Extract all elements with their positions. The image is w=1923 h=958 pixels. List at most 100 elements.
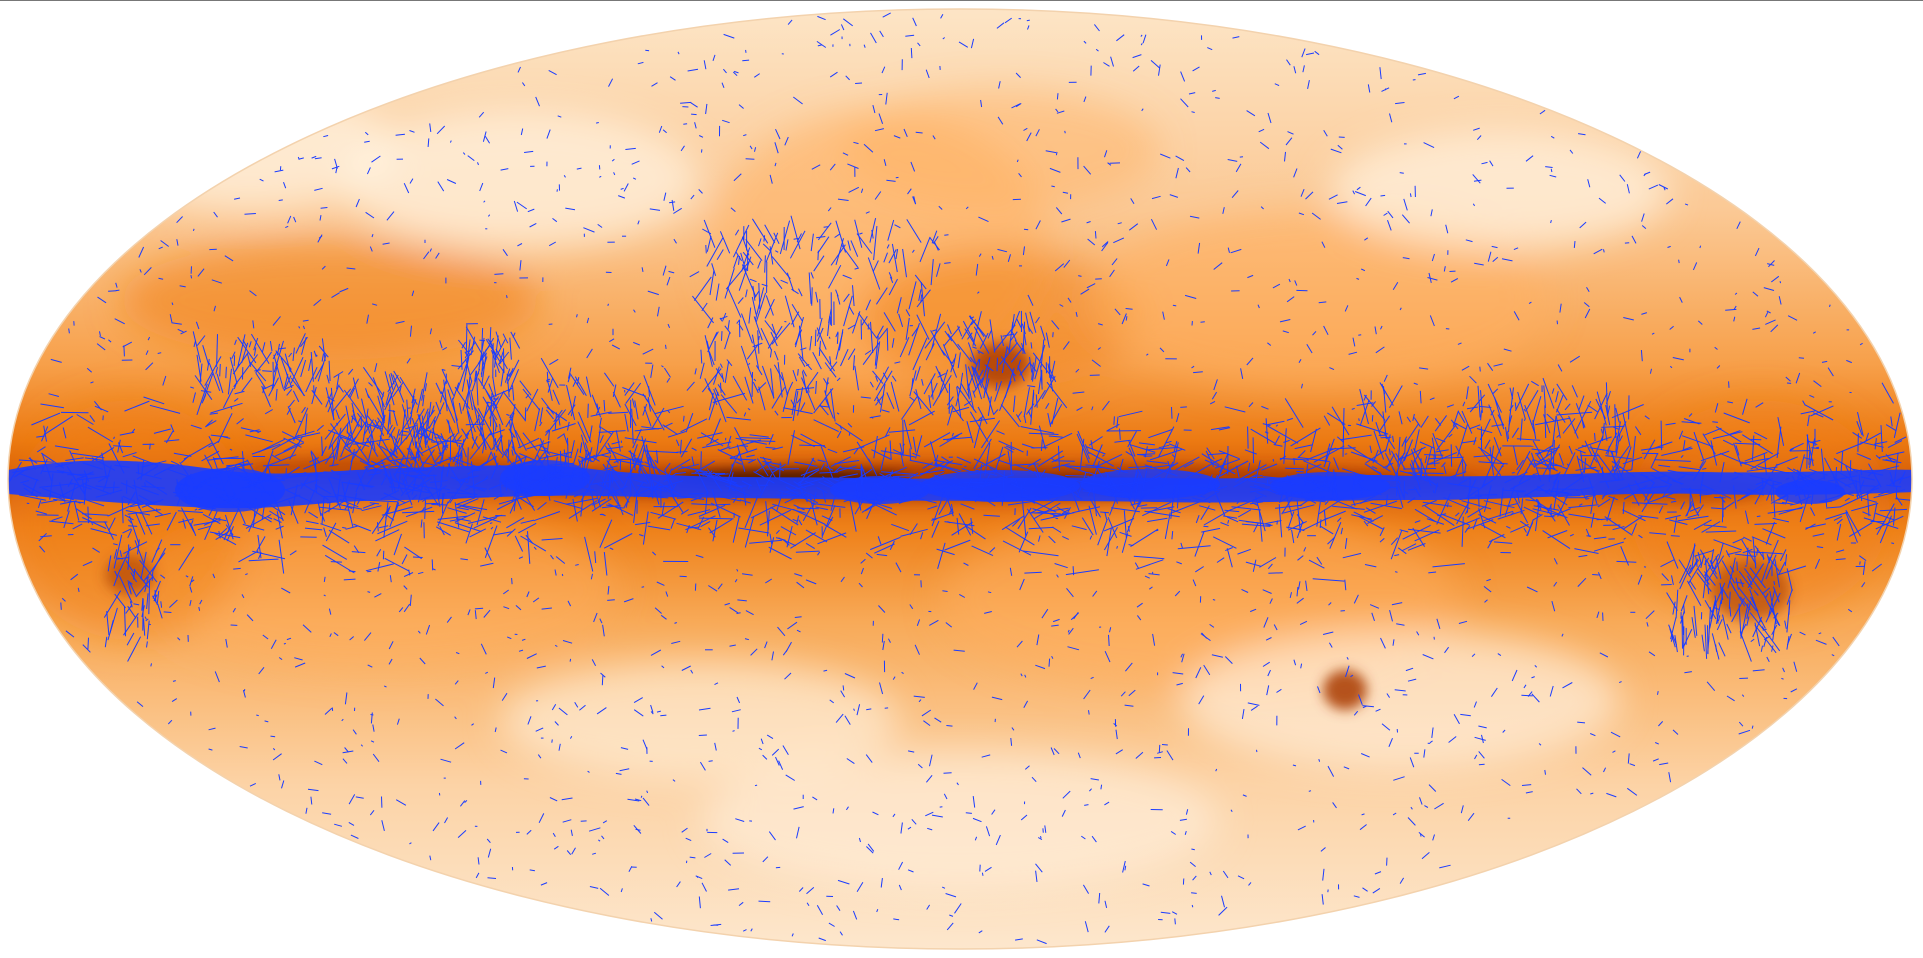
polarization-vector xyxy=(308,511,319,519)
polarization-vector xyxy=(1088,436,1103,446)
polarization-vector xyxy=(1185,167,1191,173)
polarization-vector xyxy=(758,900,771,903)
polarization-vector xyxy=(191,476,216,493)
polarization-vector xyxy=(1049,403,1063,426)
polarization-vector xyxy=(847,163,859,169)
polarization-vector xyxy=(595,406,601,416)
polarization-vector xyxy=(835,331,839,338)
polarization-vector xyxy=(1324,500,1329,505)
polarization-vector xyxy=(1657,691,1659,695)
polarization-vector xyxy=(395,799,407,806)
polarization-vector xyxy=(237,336,257,364)
polarization-vector xyxy=(747,408,751,411)
polarization-vector xyxy=(350,446,362,463)
polarization-vector xyxy=(1701,634,1705,652)
polarization-vector xyxy=(834,233,841,238)
polarization-vector xyxy=(929,237,940,251)
polarization-vector xyxy=(960,503,975,510)
polarization-vector xyxy=(1294,444,1313,450)
polarization-vector xyxy=(1557,492,1570,517)
polarization-vector xyxy=(1606,792,1617,798)
polarization-vector xyxy=(398,415,413,436)
polarization-vector xyxy=(1022,321,1026,354)
polarization-vector xyxy=(1138,504,1148,507)
polarization-vector xyxy=(1392,639,1395,646)
polarization-vector xyxy=(1670,500,1677,503)
polarization-vector xyxy=(1812,331,1816,334)
polarization-vector xyxy=(411,388,416,404)
polarization-vector xyxy=(443,379,448,412)
polarization-vector xyxy=(517,492,520,499)
polarization-vector xyxy=(862,342,880,365)
polarization-vector xyxy=(384,383,398,411)
polarization-vector xyxy=(794,461,818,467)
polarization-vector xyxy=(1684,203,1689,206)
polarization-vector xyxy=(961,320,974,340)
polarization-vector xyxy=(1158,444,1170,449)
polarization-vector xyxy=(456,363,468,391)
polarization-vector xyxy=(1738,721,1744,727)
polarization-vector xyxy=(712,472,736,486)
polarization-vector xyxy=(1627,483,1640,506)
polarization-vector xyxy=(770,331,778,347)
polarization-vector xyxy=(1010,483,1027,492)
polarization-vector xyxy=(1457,410,1466,423)
polarization-vector xyxy=(1205,474,1213,494)
polarization-vector xyxy=(930,259,934,286)
polarization-vector xyxy=(697,432,723,439)
polarization-vector xyxy=(474,370,477,382)
polarization-vector xyxy=(177,328,184,333)
polarization-vector xyxy=(539,421,543,427)
polarization-vector xyxy=(1388,448,1391,456)
polarization-vector xyxy=(1344,538,1348,549)
polarization-vector xyxy=(1318,495,1348,515)
polarization-vector xyxy=(351,414,354,424)
polarization-vector xyxy=(721,372,725,383)
polarization-vector xyxy=(509,411,514,419)
polarization-vector xyxy=(1344,305,1349,312)
polarization-vector xyxy=(1600,428,1603,434)
polarization-vector xyxy=(816,40,827,48)
polarization-vector xyxy=(738,527,770,534)
polarization-vector xyxy=(1413,382,1418,385)
dust-cloud xyxy=(700,750,1220,890)
polarization-vector xyxy=(1574,400,1592,434)
polarization-vector xyxy=(1104,511,1108,520)
polarization-vector xyxy=(390,372,395,385)
polarization-vector xyxy=(1667,469,1694,476)
polarization-vector xyxy=(596,707,607,715)
polarization-vector xyxy=(1610,731,1621,738)
polarization-vector xyxy=(1172,672,1184,675)
polarization-vector xyxy=(843,293,850,302)
polarization-vector xyxy=(1474,262,1484,266)
polarization-vector xyxy=(683,123,688,125)
polarization-vector xyxy=(1762,628,1767,631)
polarization-vector xyxy=(640,795,643,798)
polarization-vector xyxy=(824,390,830,409)
polarization-vector xyxy=(830,496,836,511)
polarization-vector xyxy=(323,500,346,514)
polarization-vector xyxy=(244,504,272,523)
polarization-vector xyxy=(607,599,615,601)
polarization-vector xyxy=(324,413,346,440)
polarization-vector xyxy=(828,922,835,927)
polarization-vector xyxy=(1213,262,1223,270)
polarization-vector xyxy=(1484,439,1491,449)
polarization-vector xyxy=(1542,444,1561,476)
polarization-vector xyxy=(441,369,455,396)
polarization-vector xyxy=(1832,636,1840,647)
polarization-vector xyxy=(1885,454,1893,462)
polarization-vector xyxy=(1584,308,1591,319)
polarization-vector xyxy=(305,366,318,393)
polarization-vector xyxy=(836,905,841,911)
polarization-vector xyxy=(512,385,515,401)
polarization-vector xyxy=(477,407,493,435)
polarization-vector xyxy=(572,448,579,466)
polarization-vector xyxy=(906,219,922,243)
polarization-vector xyxy=(298,420,302,423)
polarization-vector xyxy=(1543,414,1551,434)
polarization-vector xyxy=(1385,494,1388,506)
polarization-vector xyxy=(880,450,916,458)
polarization-vector xyxy=(732,224,750,258)
polarization-vector xyxy=(1027,326,1034,334)
